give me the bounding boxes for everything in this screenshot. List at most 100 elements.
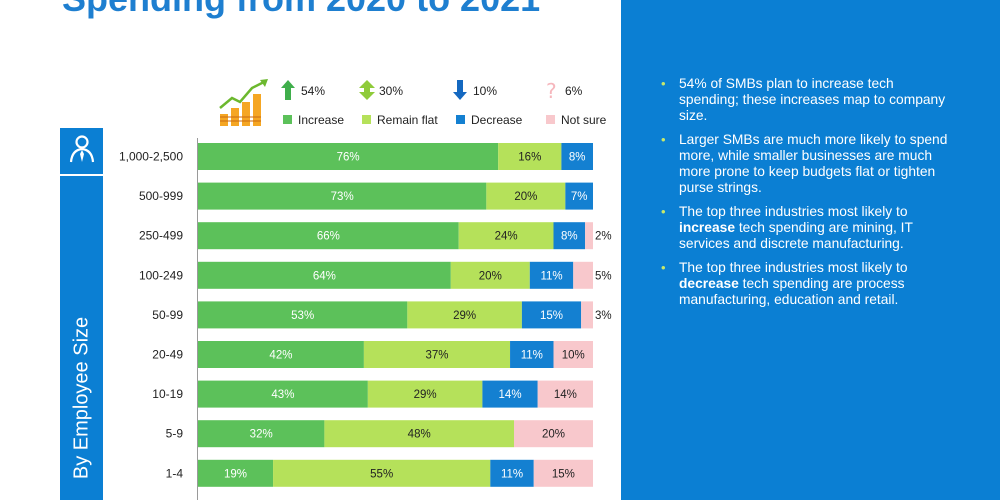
- data-label: 8%: [569, 152, 586, 164]
- data-label: 20%: [514, 191, 537, 203]
- data-label: 14%: [554, 389, 577, 401]
- legend-flat-summary: 30%: [359, 80, 409, 102]
- data-label: 14%: [499, 389, 522, 401]
- bullet-marker: •: [661, 204, 666, 219]
- stacked-bar-chart: 1,000-2,500 76% 16% 8% 500-999 73% 20% 7% 250-49…: [119, 138, 612, 500]
- category-label: 20-49: [152, 348, 183, 362]
- data-label: 32%: [250, 429, 273, 441]
- bullet-text: 54% of SMBs plan to increase tech spendi…: [679, 76, 946, 123]
- bar-segment: [450, 261, 530, 289]
- bullet-marker: •: [661, 260, 666, 275]
- bullet-text: Larger SMBs are much more likely to spen…: [679, 132, 948, 195]
- bar-segment: [198, 341, 364, 368]
- category-label: 50-99: [152, 308, 183, 322]
- bar-segment: [565, 182, 593, 210]
- up-arrow-icon: [281, 80, 295, 100]
- category-label: 1-4: [166, 466, 184, 480]
- legend-decrease-pct: 10%: [473, 84, 498, 98]
- insights-list: • 54% of SMBs plan to increase tech spend…: [657, 76, 957, 316]
- data-label: 73%: [331, 191, 354, 203]
- bar-segment: [553, 341, 593, 368]
- insight-bullet: • The top three industries most likely to…: [657, 204, 957, 252]
- insight-bullet: • 54% of SMBs plan to increase tech spend…: [657, 76, 957, 124]
- legend-label-increase: Increase: [298, 113, 345, 127]
- data-label: 11%: [521, 350, 543, 362]
- bullet-text: tech spending are process manufacturing,…: [679, 276, 905, 307]
- bar-segment: [498, 143, 562, 170]
- bullet-text: The top three industries most likely to: [679, 260, 908, 275]
- legend-label-remain-flat: Remain flat: [377, 113, 438, 127]
- svg-text:?: ?: [546, 80, 557, 102]
- bar-segment: [198, 459, 274, 487]
- data-label: 55%: [370, 468, 393, 480]
- legend-swatch-decrease: [456, 115, 465, 124]
- legend-decrease-summary: 10%: [453, 80, 503, 102]
- category-label: 10-19: [152, 387, 183, 401]
- data-label: 19%: [224, 468, 247, 480]
- legend-increase-pct: 54%: [301, 84, 326, 98]
- bar-segment: [198, 182, 487, 210]
- data-label: 29%: [414, 389, 437, 401]
- bar-segment: [482, 380, 538, 408]
- data-label: 42%: [269, 350, 292, 362]
- data-label: 11%: [540, 270, 562, 282]
- up-down-arrow-icon: [359, 80, 375, 100]
- category-label: 1,000-2,500: [119, 150, 183, 164]
- legend-swatch-remain-flat: [362, 115, 371, 124]
- insight-bullet: • The top three industries most likely to…: [657, 260, 957, 308]
- bar-segment: [407, 301, 522, 329]
- bar-segment: [537, 380, 593, 408]
- data-label: 20%: [479, 270, 502, 282]
- bullet-emphasis: decrease: [679, 276, 739, 291]
- data-label: 11%: [501, 468, 523, 480]
- legend-swatch-not-sure: [546, 115, 555, 124]
- bar-segment: [198, 261, 451, 289]
- bar-segment: [324, 420, 514, 448]
- bar-segment: [198, 301, 408, 329]
- category-label: 250-499: [139, 229, 183, 243]
- bar-segment: [533, 459, 593, 487]
- data-label: 10%: [562, 350, 585, 362]
- data-label: 66%: [317, 231, 340, 243]
- legend-increase-summary: 54%: [281, 80, 331, 102]
- bar-segment: [363, 341, 511, 368]
- bar-segment: [486, 182, 566, 210]
- bar-segment: [458, 222, 554, 250]
- legend-flat-pct: 30%: [379, 84, 404, 98]
- bar-segment: [367, 380, 483, 408]
- category-label: 5-9: [166, 427, 184, 441]
- data-label: 29%: [453, 310, 476, 322]
- data-label: 3%: [595, 310, 612, 322]
- band-divider: [60, 174, 103, 176]
- page-title: Spending from 2020 to 2021: [62, 0, 540, 20]
- data-label: 48%: [408, 429, 431, 441]
- bar-segment: [581, 301, 593, 329]
- bar-segment: [573, 261, 593, 289]
- bar-segment: [521, 301, 582, 329]
- bar-segment: [561, 143, 593, 170]
- data-label: 53%: [291, 310, 314, 322]
- bar-segment: [198, 222, 459, 250]
- bullet-text: tech spending are mining, IT services an…: [679, 220, 913, 251]
- data-label: 8%: [561, 231, 578, 243]
- bullet-marker: •: [661, 76, 666, 91]
- category-label: 100-249: [139, 268, 183, 282]
- legend-notsure-summary: ? 6%: [545, 80, 595, 102]
- data-label: 16%: [518, 152, 541, 164]
- legend-swatch-increase: [283, 115, 292, 124]
- insights-panel: • 54% of SMBs plan to increase tech spend…: [621, 0, 1000, 500]
- category-label: 500-999: [139, 189, 183, 203]
- bar-segment: [585, 222, 593, 250]
- bar-segment: [198, 143, 499, 170]
- bar-segment: [198, 380, 368, 408]
- growth-chart-icon: [219, 79, 268, 126]
- bar-segment: [529, 261, 574, 289]
- legend-notsure-pct: 6%: [565, 84, 583, 98]
- legend-label-decrease: Decrease: [471, 113, 523, 127]
- employee-size-band: By Employee Size: [60, 128, 103, 500]
- data-label: 43%: [271, 389, 294, 401]
- data-label: 7%: [571, 191, 588, 203]
- bar-segment: [553, 222, 586, 250]
- data-label: 5%: [595, 270, 612, 282]
- person-icon: [69, 135, 95, 163]
